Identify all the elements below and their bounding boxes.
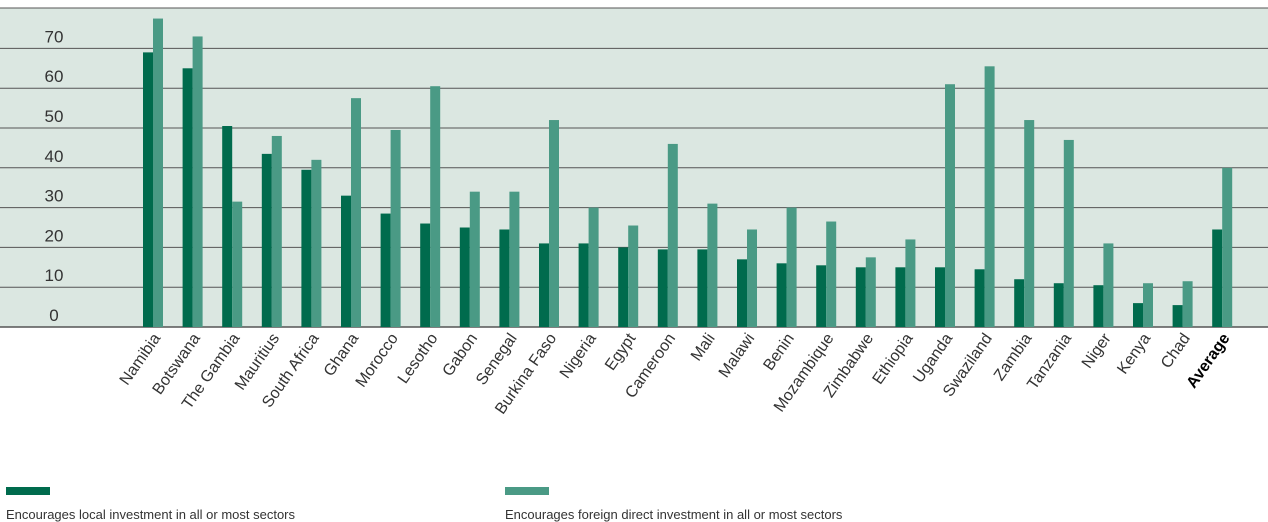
bar-local-botswana xyxy=(182,68,193,328)
x-tick-label: Malawi xyxy=(716,331,758,382)
bar-fdi-swaziland xyxy=(984,66,995,327)
x-tick-label: Gabon xyxy=(440,331,481,380)
y-tick-label: 20 xyxy=(45,226,64,245)
bar-fdi-malawi xyxy=(747,229,757,327)
bar-local-morocco xyxy=(380,213,391,327)
legend-swatch-local xyxy=(6,487,50,495)
bar-local-mauritius xyxy=(261,153,272,327)
bar-fdi-chad xyxy=(1182,281,1193,327)
bar-local-malawi xyxy=(737,259,747,327)
bar-local-benin xyxy=(776,263,787,327)
bar-local-kenya xyxy=(1133,303,1143,327)
bar-fdi-egypt xyxy=(628,225,639,327)
y-tick-label: 50 xyxy=(45,107,64,126)
y-tick-label: 40 xyxy=(45,147,64,166)
legend-item-local: Encourages local investment in all or mo… xyxy=(6,487,295,522)
x-tick-label: Nigeria xyxy=(557,330,600,381)
bar-local-zambia xyxy=(1014,279,1025,327)
bar-local-south-africa xyxy=(301,169,312,327)
bar-local-uganda xyxy=(935,267,945,327)
bar-fdi-zambia xyxy=(1024,120,1035,327)
bar-fdi-ghana xyxy=(351,98,361,328)
bar-fdi-nigeria xyxy=(588,207,599,327)
bar-fdi-kenya xyxy=(1143,283,1153,327)
x-tick-label: Egypt xyxy=(602,330,640,374)
bar-local-lesotho xyxy=(420,223,431,327)
bar-fdi-uganda xyxy=(945,84,955,327)
x-tick-label: Lesotho xyxy=(395,330,442,386)
bar-fdi-gabon xyxy=(469,191,480,327)
x-tick-label: Ghana xyxy=(321,330,363,379)
bar-local-mozambique xyxy=(816,265,827,327)
y-axis-ticks: 0 10 20 30 40 50 60 70 xyxy=(45,27,64,325)
y-tick-label: 0 xyxy=(49,306,58,325)
bar-local-cameroon xyxy=(657,249,668,327)
x-tick-label: Chad xyxy=(1158,331,1194,372)
bar-fdi-morocco xyxy=(390,129,401,327)
bar-fdi-botswana xyxy=(192,36,203,328)
legend-swatch-fdi xyxy=(505,487,549,495)
y-tick-label: 30 xyxy=(45,187,64,206)
y-tick-label: 10 xyxy=(45,266,64,285)
y-tick-label: 60 xyxy=(45,67,64,86)
x-tick-label: Kenya xyxy=(1114,330,1154,377)
legend-item-fdi: Encourages foreign direct investment in … xyxy=(505,487,842,522)
bar-fdi-ethiopia xyxy=(905,239,916,327)
bars xyxy=(143,18,1233,328)
bar-local-zimbabwe xyxy=(855,267,866,327)
bar-local-mali xyxy=(697,249,708,327)
bar-fdi-cameroon xyxy=(667,143,678,327)
bar-fdi-average xyxy=(1222,167,1233,327)
bar-local-ethiopia xyxy=(895,267,906,327)
bar-fdi-burkina-faso xyxy=(549,120,559,327)
bar-local-niger xyxy=(1093,285,1104,327)
x-tick-label: Niger xyxy=(1079,330,1115,372)
x-tick-label: Ethiopia xyxy=(870,330,917,387)
bar-fdi-tanzania xyxy=(1063,139,1074,327)
y-tick-label: 70 xyxy=(45,27,64,46)
bar-fdi-lesotho xyxy=(430,86,441,328)
bar-fdi-mauritius xyxy=(271,135,282,327)
bar-fdi-south-africa xyxy=(311,159,322,327)
bar-local-tanzania xyxy=(1053,283,1064,327)
bar-local-chad xyxy=(1172,305,1183,327)
bar-fdi-the-gambia xyxy=(232,201,243,327)
bar-local-swaziland xyxy=(974,269,985,327)
bar-fdi-zimbabwe xyxy=(865,257,876,327)
bar-local-gabon xyxy=(459,227,470,327)
bar-fdi-mali xyxy=(707,203,718,327)
bar-local-namibia xyxy=(143,52,153,327)
x-tick-label: Benin xyxy=(760,331,797,374)
bar-local-nigeria xyxy=(578,243,589,327)
bar-local-egypt xyxy=(618,247,629,327)
bar-fdi-niger xyxy=(1103,243,1114,327)
bar-local-ghana xyxy=(341,195,351,327)
bar-fdi-mozambique xyxy=(826,221,837,327)
bar-fdi-senegal xyxy=(509,191,520,327)
bar-local-average xyxy=(1212,229,1223,327)
legend-label-fdi: Encourages foreign direct investment in … xyxy=(505,507,843,522)
bar-fdi-benin xyxy=(786,207,797,327)
bar-fdi-namibia xyxy=(153,18,163,328)
bar-local-burkina-faso xyxy=(539,243,549,327)
bar-local-senegal xyxy=(499,229,510,327)
bar-local-the-gambia xyxy=(222,126,233,327)
legend-label-local: Encourages local investment in all or mo… xyxy=(6,507,296,522)
x-tick-label: Mali xyxy=(688,331,719,365)
